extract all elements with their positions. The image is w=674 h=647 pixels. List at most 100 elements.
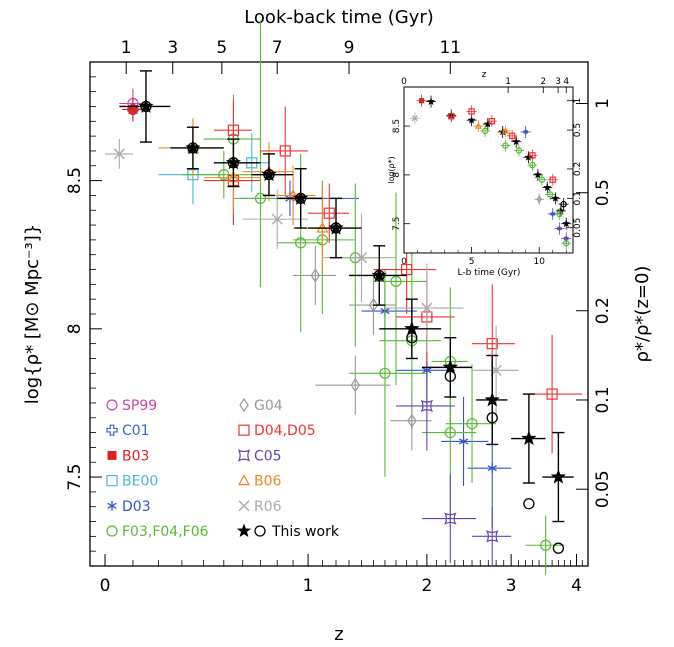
data-point [350,378,361,393]
inset-point [549,176,556,183]
data-point [138,98,154,114]
inset-point [538,176,546,183]
data-point [420,399,434,413]
series-be00-square [158,133,269,205]
legend-marker [238,500,250,512]
inset-point [468,108,475,115]
legend-marker-open-circle [254,525,266,537]
data-point [261,166,277,182]
data-point [128,104,138,114]
data-point [140,100,152,113]
inset-point [411,115,418,122]
x-tick-label: 0 [100,576,111,596]
data-point [379,367,391,379]
top-tick-label: 7 [272,38,283,58]
data-point [521,430,537,446]
inset-right-tick-label: 1 [573,98,583,104]
data-point [225,154,242,170]
data-point [550,468,567,484]
legend-label: This work [271,524,340,540]
inset-point [481,127,489,135]
legend-item-r06: R06 [238,499,282,515]
inset-top-tick-label: 0 [401,77,407,87]
y-tick-label: 8.5 [65,167,85,194]
legend-label: F03,F04,F06 [122,524,209,540]
legend-marker [237,474,251,486]
inset-point [474,122,482,129]
legend-label: BE00 [122,474,158,490]
inset-x-tick-label: 0 [401,257,407,267]
inset-frame [403,86,574,254]
data-point [540,539,552,551]
legend-item-c05: C05 [237,448,282,464]
legend: SP99 C01 B03 BE00 D03 F03,F04,F06 G04 D04,D05 C0… [106,397,340,540]
data-point [401,263,413,276]
series-r06-x [105,139,519,415]
legend-label: C05 [254,448,282,464]
inset-point [508,132,516,140]
top-axis-title: Look-back time (Gyr) [244,7,434,28]
legend-marker [107,450,117,460]
legend-item-g04: G04 [239,397,283,414]
series-g04-diamond [293,245,432,451]
legend-item-sp99: SP99 [106,398,157,414]
inset-point [562,219,571,228]
data-point [458,436,469,447]
inset-point [550,211,556,217]
inset-top-tick-label: 2 [540,77,546,87]
legend-item-b03: B03 [107,448,149,464]
legend-marker [106,424,118,436]
data-point [287,189,300,201]
inset-right-tick-label: 0.1 [573,191,583,205]
series-this-work-star [119,70,574,523]
series-f03-f04-f06-circle [181,20,565,575]
legend-marker [107,500,117,511]
inset-right-tick-label: 0.5 [573,123,583,137]
data-point [227,124,240,136]
top-tick-label: 3 [167,38,178,58]
legend-marker [237,449,251,462]
right-tick-label: 0.05 [593,470,613,508]
inset-point [560,200,567,208]
legend-item-f03-f04-f06: F03,F04,F06 [106,524,209,540]
data-point [292,190,309,206]
data-point [254,192,267,204]
legend-marker [239,397,249,413]
inset-top-axis-title: z [482,70,487,80]
legend-item-be00: BE00 [106,474,158,490]
legend-marker [238,424,250,436]
data-point [328,219,344,235]
inset-x-tick-label: 5 [469,257,475,267]
top-tick-label: 9 [344,38,355,58]
inset-point [426,97,436,106]
inset-point [483,119,493,128]
inset-point [418,98,425,104]
legend-label: D03 [122,499,151,515]
y-tick-label: 7.5 [65,464,85,491]
data-point [406,332,418,344]
data-point [486,412,498,424]
inset-top-tick-label: 1 [505,77,511,87]
data-point [371,267,388,283]
x-tick-label: 2 [421,576,432,596]
series-b03-filled-square [122,97,144,122]
y-axis-title: log{ρ* [M⊙ Mpc⁻³]} [22,224,43,404]
inset-point [523,129,529,135]
inset-points [409,94,572,250]
legend-marker [106,525,118,537]
inset-point [467,115,476,124]
series-c05-concave-square [395,361,512,566]
data-point [227,157,240,169]
x-tick-label: 3 [506,576,517,596]
data-point [444,370,456,382]
data-point [487,463,497,474]
data-point [271,213,283,225]
right-axis-title: ρ*/ρ*(z=0) [632,266,653,363]
legend-marker [106,399,118,411]
right-tick-label: 0.1 [593,386,613,413]
data-point [279,145,291,157]
inset-plot: 0 5 10 0 1 2 3 4 7.5 8 8.5 1 0.5 0.2 0.1 0.05 L-b time (… [387,70,583,278]
inset-point [546,191,554,198]
data-point [484,391,501,407]
